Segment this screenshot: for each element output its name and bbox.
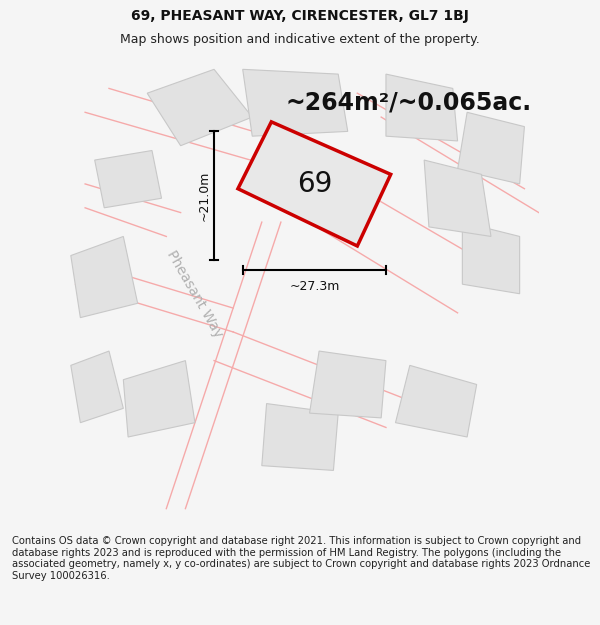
Text: Pheasant Way: Pheasant Way — [164, 248, 226, 340]
Polygon shape — [238, 122, 391, 246]
Polygon shape — [463, 222, 520, 294]
Text: Map shows position and indicative extent of the property.: Map shows position and indicative extent… — [120, 33, 480, 46]
Polygon shape — [424, 160, 491, 236]
Polygon shape — [386, 74, 458, 141]
Polygon shape — [147, 69, 252, 146]
Polygon shape — [458, 112, 524, 184]
Polygon shape — [395, 366, 476, 437]
Polygon shape — [242, 69, 348, 136]
Text: ~264m²/~0.065ac.: ~264m²/~0.065ac. — [286, 91, 532, 115]
Text: ~27.3m: ~27.3m — [289, 280, 340, 293]
Polygon shape — [262, 404, 338, 471]
Text: 69: 69 — [296, 170, 332, 198]
Text: ~21.0m: ~21.0m — [198, 171, 211, 221]
Polygon shape — [95, 151, 161, 208]
Polygon shape — [310, 351, 386, 418]
Text: 69, PHEASANT WAY, CIRENCESTER, GL7 1BJ: 69, PHEASANT WAY, CIRENCESTER, GL7 1BJ — [131, 9, 469, 23]
Polygon shape — [124, 361, 195, 437]
Polygon shape — [71, 351, 124, 423]
Text: Contains OS data © Crown copyright and database right 2021. This information is : Contains OS data © Crown copyright and d… — [12, 536, 590, 581]
Polygon shape — [71, 236, 137, 318]
